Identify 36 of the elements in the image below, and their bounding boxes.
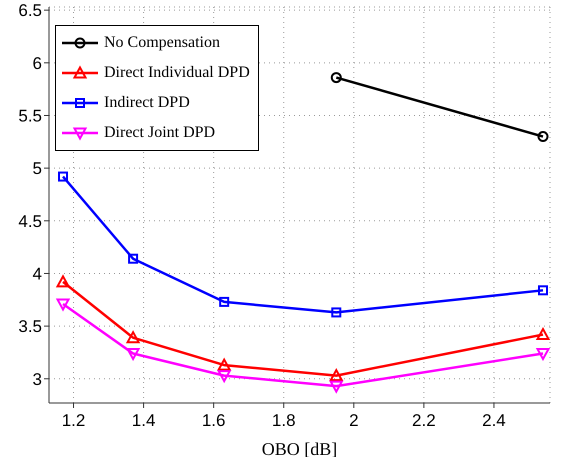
point bbox=[536, 328, 550, 340]
point bbox=[128, 254, 138, 264]
point bbox=[219, 296, 230, 307]
x-tick-label: 1.2 bbox=[62, 411, 86, 430]
point bbox=[330, 380, 343, 393]
point bbox=[56, 298, 70, 310]
point bbox=[537, 131, 548, 142]
x-tick-label: 1.4 bbox=[132, 411, 156, 430]
y-tick-label: 4.5 bbox=[18, 212, 42, 231]
x-tick-label: 2.4 bbox=[482, 411, 506, 430]
point bbox=[330, 72, 342, 84]
x-tick-label: 1.6 bbox=[202, 411, 226, 430]
y-tick-label: 6.5 bbox=[18, 1, 42, 20]
point bbox=[218, 358, 231, 371]
point bbox=[126, 348, 140, 360]
x-tick-label: 1.8 bbox=[272, 411, 296, 430]
point bbox=[538, 285, 548, 296]
point bbox=[56, 275, 70, 288]
x-tick-label: 2 bbox=[349, 411, 359, 430]
y-tick-label: 3 bbox=[32, 370, 42, 389]
point bbox=[126, 331, 140, 344]
y-tick-label: 6 bbox=[32, 54, 42, 73]
point bbox=[536, 348, 550, 360]
point bbox=[331, 307, 342, 318]
point bbox=[330, 369, 343, 382]
legend-label: No Compensation bbox=[104, 34, 220, 52]
y-tick-label: 3.5 bbox=[18, 317, 42, 336]
y-tick-label: 5.5 bbox=[18, 106, 42, 126]
point bbox=[58, 172, 68, 182]
point bbox=[218, 370, 231, 382]
y-tick-label: 5 bbox=[32, 159, 42, 178]
y-tick-label: 4 bbox=[32, 264, 42, 284]
x-tick-label: 2.2 bbox=[412, 411, 436, 430]
legend-label: Indirect DPD bbox=[104, 94, 190, 112]
legend-label: Direct Individual DPD bbox=[104, 64, 250, 82]
legend-label: Direct Joint DPD bbox=[104, 124, 216, 142]
